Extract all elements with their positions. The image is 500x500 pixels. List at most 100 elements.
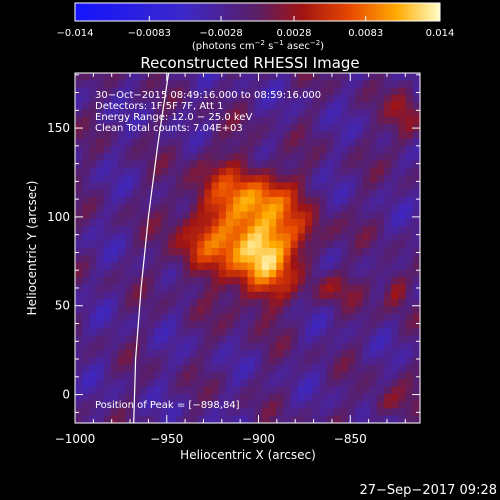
heatmap-cell (132, 218, 141, 227)
heatmap-cell (333, 393, 342, 402)
heatmap-cell (182, 262, 191, 271)
heatmap-cell (190, 80, 198, 89)
heatmap-cell (168, 335, 177, 344)
heatmap-cell (326, 255, 335, 264)
heatmap-cell (204, 255, 213, 264)
heatmap-cell (233, 299, 241, 307)
heatmap-cell (261, 145, 270, 154)
heatmap-cell (369, 73, 378, 81)
heatmap-cell (391, 160, 400, 169)
heatmap-cell (161, 167, 170, 176)
heatmap-cell (340, 145, 349, 154)
heatmap-cell (319, 401, 328, 410)
heatmap-cell (146, 131, 155, 140)
heatmap-cell (312, 335, 320, 344)
heatmap-cell (290, 233, 299, 242)
heatmap-cell (139, 109, 148, 118)
heatmap-cell (340, 401, 349, 410)
heatmap-cell (376, 262, 385, 271)
heatmap-cell (312, 328, 320, 337)
heatmap-cell (398, 233, 407, 242)
heatmap-cell (75, 80, 83, 89)
heatmap-cell (326, 73, 335, 81)
heatmap-cell (168, 102, 177, 111)
heatmap-cell (290, 196, 299, 205)
heatmap-cell (391, 211, 400, 220)
heatmap-cell (261, 73, 270, 81)
heatmap-cell (233, 73, 241, 81)
heatmap-cell (233, 153, 241, 162)
heatmap-cell (319, 204, 328, 213)
heatmap-cell (405, 233, 414, 242)
heatmap-cell (89, 291, 98, 300)
heatmap-cell (125, 248, 134, 256)
heatmap-cell (211, 138, 220, 147)
heatmap-cell (369, 160, 378, 169)
heatmap-cell (348, 124, 356, 132)
heatmap-cell (211, 291, 220, 300)
heatmap-cell (384, 167, 392, 176)
heatmap-cell (154, 248, 162, 256)
heatmap-cell (269, 284, 277, 293)
heatmap-cell (182, 226, 191, 235)
heatmap-cell (340, 124, 349, 132)
heatmap-cell (154, 204, 162, 213)
heatmap-cell (75, 102, 83, 111)
heatmap-cell (348, 226, 356, 235)
heatmap-cell (75, 328, 83, 337)
heatmap-cell (82, 328, 90, 337)
heatmap-cell (326, 371, 335, 380)
heatmap-cell (218, 320, 227, 329)
heatmap-cell (369, 291, 378, 300)
heatmap-cell (125, 116, 134, 125)
heatmap-cell (103, 306, 112, 315)
heatmap-cell (125, 160, 134, 169)
heatmap-cell (376, 299, 385, 307)
heatmap-cell (333, 408, 342, 417)
heatmap-cell (348, 277, 356, 286)
heatmap-cell (225, 153, 234, 162)
heatmap-cell (305, 204, 313, 213)
heatmap-cell (247, 240, 256, 249)
heatmap-cell (312, 80, 320, 89)
heatmap-cell (218, 269, 227, 278)
heatmap-cell (247, 167, 256, 176)
heatmap-cell (412, 109, 421, 118)
heatmap-cell (247, 335, 256, 344)
heatmap-cell (218, 299, 227, 307)
heatmap-cell (340, 393, 349, 402)
heatmap-cell (283, 109, 292, 118)
heatmap-cell (89, 262, 98, 271)
heatmap-cell (103, 284, 112, 293)
heatmap-cell (233, 116, 241, 125)
heatmap-cell (305, 226, 313, 235)
heatmap-cell (204, 269, 213, 278)
heatmap-cell (312, 124, 320, 132)
heatmap-cell (254, 350, 263, 358)
heatmap-cell (125, 124, 134, 132)
heatmap-cell (376, 73, 385, 81)
heatmap-cell (118, 371, 126, 380)
heatmap-cell (139, 328, 148, 337)
heatmap-cell (240, 335, 249, 344)
heatmap-cell (218, 386, 227, 395)
heatmap-cell (190, 116, 198, 125)
heatmap-cell (175, 350, 184, 358)
heatmap-cell (355, 204, 364, 213)
heatmap-cell (333, 175, 342, 183)
heatmap-cell (369, 204, 378, 213)
heatmap-cell (89, 145, 98, 154)
heatmap-cell (82, 196, 90, 205)
heatmap-cell (190, 248, 198, 256)
heatmap-cell (103, 196, 112, 205)
heatmap-cell (225, 371, 234, 380)
heatmap-cell (376, 138, 385, 147)
heatmap-cell (333, 226, 342, 235)
heatmap-cell (269, 204, 277, 213)
heatmap-cell (398, 182, 407, 191)
heatmap-cell (125, 306, 134, 315)
heatmap-cell (355, 357, 364, 366)
heatmap-cell (340, 182, 349, 191)
heatmap-cell (75, 415, 83, 424)
heatmap-cell (103, 211, 112, 220)
